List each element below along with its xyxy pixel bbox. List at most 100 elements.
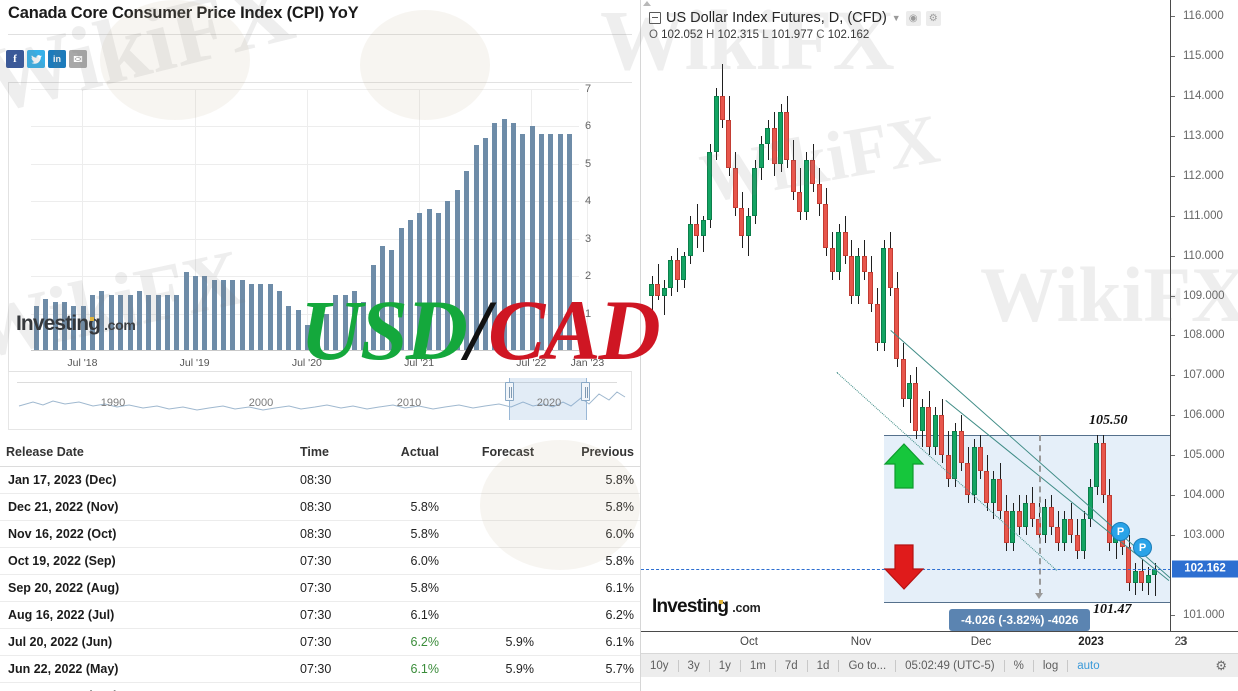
bar[interactable] xyxy=(249,283,255,351)
bar[interactable] xyxy=(417,212,423,351)
share-twitter-icon[interactable] xyxy=(27,50,45,68)
bar[interactable] xyxy=(380,246,385,351)
bar[interactable] xyxy=(118,294,124,351)
bar[interactable] xyxy=(295,309,301,351)
chart-title[interactable]: US Dollar Index Futures, D, (CFD) xyxy=(666,10,887,26)
bar[interactable] xyxy=(127,294,133,351)
share-facebook-icon[interactable]: f xyxy=(6,50,24,68)
share-email-icon[interactable]: ✉ xyxy=(69,50,87,68)
toolbar-separator xyxy=(677,659,679,672)
toolbar-1y[interactable]: 1y xyxy=(718,659,731,672)
table-row[interactable]: Dec 21, 2022 (Nov) 08:30 5.8% 5.8% xyxy=(0,493,640,521)
chevron-down-icon[interactable]: ▼ xyxy=(891,13,901,23)
bar[interactable] xyxy=(286,306,292,351)
pivot-marker-2[interactable]: P xyxy=(1133,538,1152,558)
bar[interactable] xyxy=(267,283,273,351)
bar[interactable] xyxy=(174,294,180,351)
bar[interactable] xyxy=(221,279,227,351)
eye-icon[interactable]: ◉ xyxy=(905,10,921,26)
table-row[interactable]: Jul 20, 2022 (Jun) 07:30 6.2% 5.9% 6.1% xyxy=(0,628,640,656)
bar[interactable] xyxy=(408,220,414,351)
bar[interactable] xyxy=(398,227,404,351)
table-row[interactable]: Nov 16, 2022 (Oct) 08:30 5.8% 6.0% xyxy=(0,520,640,548)
scroll-up-arrow-icon[interactable] xyxy=(643,1,651,6)
bar[interactable] xyxy=(146,294,152,351)
toolbar-7d[interactable]: 7d xyxy=(784,659,798,672)
bar[interactable] xyxy=(34,306,39,351)
bar[interactable] xyxy=(108,294,114,351)
toolbar-1m[interactable]: 1m xyxy=(749,659,766,672)
toolbar-05-02-49-utc-5[interactable]: 05:02:49 (UTC-5) xyxy=(905,659,995,672)
bar[interactable] xyxy=(305,324,311,351)
toolbar-[interactable]: % xyxy=(1013,659,1024,672)
bar[interactable] xyxy=(136,291,142,351)
bar[interactable] xyxy=(567,133,573,351)
bar[interactable] xyxy=(454,190,460,351)
bar[interactable] xyxy=(155,294,161,351)
bar[interactable] xyxy=(464,171,470,351)
bar[interactable] xyxy=(520,133,526,351)
bar[interactable] xyxy=(436,212,442,351)
range-navigator[interactable]: 1990 2000 2010 2020 xyxy=(8,372,632,430)
bar[interactable] xyxy=(164,294,170,351)
table-row[interactable]: Jun 22, 2022 (May) 07:30 6.1% 5.9% 5.7% xyxy=(0,655,640,683)
collapse-icon[interactable] xyxy=(649,12,661,24)
bar[interactable] xyxy=(80,306,86,351)
bar[interactable] xyxy=(99,291,105,351)
bar[interactable] xyxy=(351,291,357,351)
navigator-handle-right[interactable] xyxy=(581,382,590,401)
pivot-marker-1[interactable]: P xyxy=(1111,522,1130,542)
bar[interactable] xyxy=(333,294,339,351)
price-axis[interactable]: 116.000 115.000 114.000 113.000 112.000 111.0… xyxy=(1170,0,1238,631)
bar[interactable] xyxy=(361,302,367,351)
bar[interactable] xyxy=(538,133,544,351)
bar[interactable] xyxy=(277,291,283,351)
toolbar-3y[interactable]: 3y xyxy=(687,659,700,672)
bar[interactable] xyxy=(202,276,208,351)
bar[interactable] xyxy=(211,279,217,351)
bar[interactable] xyxy=(52,302,58,351)
bar[interactable] xyxy=(482,137,488,351)
gear-icon[interactable]: ⚙ xyxy=(925,10,941,26)
bar[interactable] xyxy=(510,122,516,351)
bar[interactable] xyxy=(183,272,189,351)
toolbar-gear-icon[interactable]: ⚙ xyxy=(1215,657,1227,673)
bar[interactable] xyxy=(192,276,198,351)
ohlc-c-value: 102.162 xyxy=(827,29,870,41)
bar[interactable] xyxy=(529,126,535,351)
table-row[interactable]: Oct 19, 2022 (Sep) 07:30 6.0% 5.8% xyxy=(0,547,640,575)
toolbar-10y[interactable]: 10y xyxy=(650,659,669,672)
bar[interactable] xyxy=(258,283,264,351)
table-row[interactable]: Sep 20, 2022 (Aug) 07:30 5.8% 6.1% xyxy=(0,574,640,602)
navigator-handle-left[interactable] xyxy=(505,382,514,401)
bar[interactable] xyxy=(445,201,451,351)
bar[interactable] xyxy=(323,313,329,351)
bar[interactable] xyxy=(492,122,498,351)
price-tick-label: 103.000 xyxy=(1183,529,1225,542)
table-row[interactable]: May 18, 2022 (Apr)07:305.7%5.4%5.5% xyxy=(0,682,640,691)
toolbar-auto[interactable]: auto xyxy=(1077,659,1100,672)
bar[interactable] xyxy=(557,133,563,351)
toolbar-go-to[interactable]: Go to... xyxy=(848,659,887,672)
bar[interactable] xyxy=(342,294,348,351)
bar[interactable] xyxy=(548,133,554,351)
bar[interactable] xyxy=(43,298,49,351)
table-row[interactable]: Jan 17, 2023 (Dec) 08:30 5.8% xyxy=(0,466,640,494)
time-axis[interactable]: Oct Nov Dec 2023 23 xyxy=(641,631,1187,653)
table-row[interactable]: Aug 16, 2022 (Jul) 07:30 6.1% 6.2% xyxy=(0,601,640,629)
bar[interactable] xyxy=(473,145,479,351)
bar[interactable] xyxy=(370,264,376,351)
bar[interactable] xyxy=(501,118,507,351)
bar[interactable] xyxy=(389,249,395,351)
share-linkedin-icon[interactable]: in xyxy=(48,50,66,68)
bar[interactable] xyxy=(230,279,236,351)
bar[interactable] xyxy=(62,302,68,351)
bar[interactable] xyxy=(239,279,245,351)
toolbar-log[interactable]: log xyxy=(1042,659,1059,672)
candlestick-plot[interactable]: 105.50 101.47 P P Investing .com xyxy=(641,0,1171,631)
bar[interactable] xyxy=(71,306,77,351)
toolbar-1d[interactable]: 1d xyxy=(816,659,830,672)
bar[interactable] xyxy=(314,317,320,351)
bar[interactable] xyxy=(426,208,432,351)
bar[interactable] xyxy=(90,294,96,351)
